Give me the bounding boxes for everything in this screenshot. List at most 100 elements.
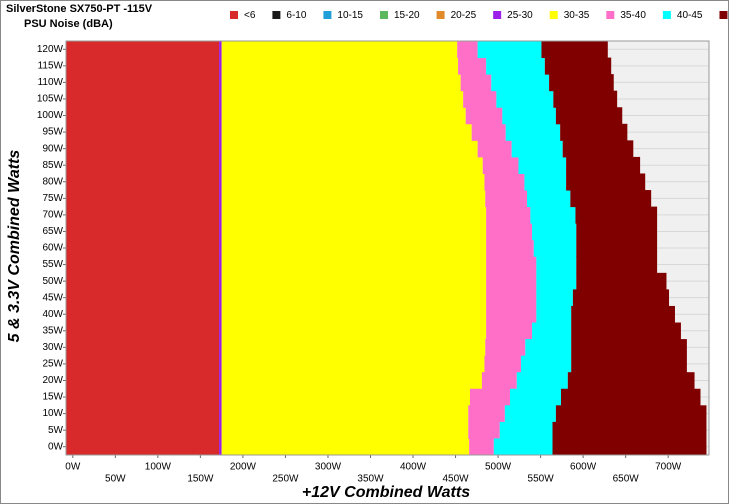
region-segment bbox=[552, 421, 707, 439]
x-tick-label: 450W bbox=[442, 474, 469, 485]
y-tick-label: 5W bbox=[48, 425, 64, 436]
region-segment bbox=[219, 206, 222, 224]
x-tick-label: 0W bbox=[65, 462, 81, 473]
region-segment bbox=[553, 90, 618, 108]
legend-swatch bbox=[549, 11, 558, 19]
region-segment bbox=[567, 372, 695, 390]
legend-label: 20-25 bbox=[451, 10, 477, 21]
legend-swatch bbox=[493, 11, 502, 19]
legend-label: <6 bbox=[244, 10, 256, 21]
region-segment bbox=[66, 339, 220, 357]
y-tick-label: 35W bbox=[42, 325, 63, 336]
region-segment bbox=[66, 173, 220, 191]
region-segment bbox=[66, 57, 220, 75]
region-segment bbox=[486, 322, 533, 340]
region-segment bbox=[66, 206, 220, 224]
region-segment bbox=[66, 405, 220, 423]
region-segment bbox=[219, 90, 222, 108]
region-segment bbox=[458, 57, 487, 75]
x-tick-label: 300W bbox=[315, 462, 342, 473]
x-tick-label: 350W bbox=[357, 474, 384, 485]
y-tick-label: 120W bbox=[37, 44, 64, 55]
region-segment bbox=[219, 190, 222, 208]
region-segment bbox=[555, 405, 707, 423]
region-segment bbox=[504, 405, 556, 423]
legend-label: 30-35 bbox=[564, 10, 590, 21]
region-segment bbox=[66, 289, 220, 307]
region-segment bbox=[219, 272, 222, 290]
region-segment bbox=[219, 123, 222, 141]
region-segment bbox=[502, 107, 556, 125]
region-segment bbox=[221, 388, 471, 406]
region-segment bbox=[457, 41, 478, 59]
region-segment bbox=[536, 272, 577, 290]
region-segment bbox=[219, 438, 222, 456]
region-segment bbox=[221, 372, 482, 390]
region-segment bbox=[221, 355, 485, 373]
regions bbox=[66, 41, 707, 456]
region-segment bbox=[566, 156, 641, 174]
region-segment bbox=[524, 173, 567, 191]
region-segment bbox=[491, 74, 550, 92]
region-segment bbox=[221, 322, 487, 340]
region-segment bbox=[221, 256, 487, 274]
legend-swatch bbox=[230, 11, 238, 19]
region-segment bbox=[482, 156, 519, 174]
region-segment bbox=[571, 355, 687, 373]
x-tick-label: 200W bbox=[230, 462, 257, 473]
region-segment bbox=[552, 438, 707, 456]
y-axis-title: 5 & 3.3V Combined Watts bbox=[6, 150, 23, 343]
region-segment bbox=[536, 256, 577, 274]
region-segment bbox=[219, 41, 222, 59]
region-segment bbox=[66, 223, 220, 241]
region-segment bbox=[221, 206, 487, 224]
region-segment bbox=[221, 239, 487, 257]
legend-swatch bbox=[380, 11, 388, 19]
y-tick-label: 115W bbox=[38, 60, 64, 71]
region-segment bbox=[533, 239, 577, 257]
region-segment bbox=[221, 140, 478, 158]
region-segment bbox=[469, 438, 494, 456]
region-segment bbox=[66, 107, 220, 125]
legend-swatch bbox=[272, 11, 281, 19]
region-segment bbox=[66, 438, 220, 456]
region-segment bbox=[484, 173, 525, 191]
region-segment bbox=[518, 156, 567, 174]
region-segment bbox=[219, 74, 222, 92]
y-tick-label: 75W bbox=[42, 193, 63, 204]
legend-swatch bbox=[436, 11, 445, 19]
y-tick-label: 20W bbox=[42, 375, 63, 386]
region-segment bbox=[516, 372, 568, 390]
region-segment bbox=[221, 41, 458, 59]
region-segment bbox=[571, 305, 675, 324]
region-segment bbox=[576, 239, 658, 257]
region-segment bbox=[493, 438, 553, 456]
y-tick-label: 80W bbox=[42, 176, 63, 187]
region-segment bbox=[468, 421, 500, 439]
x-tick-label: 400W bbox=[400, 462, 427, 473]
x-tick-label: 600W bbox=[570, 462, 597, 473]
region-segment bbox=[66, 190, 220, 208]
x-tick-label: 500W bbox=[485, 462, 512, 473]
region-segment bbox=[560, 123, 628, 141]
region-segment bbox=[221, 90, 464, 108]
region-segment bbox=[66, 41, 220, 59]
legend-swatch bbox=[662, 11, 671, 19]
region-segment bbox=[576, 223, 658, 241]
region-segment bbox=[221, 421, 469, 439]
y-tick-label: 40W bbox=[42, 309, 63, 320]
region-segment bbox=[471, 123, 506, 141]
region-segment bbox=[66, 256, 220, 274]
region-segment bbox=[477, 140, 512, 158]
region-segment bbox=[221, 173, 485, 191]
region-segment bbox=[536, 289, 573, 307]
x-tick-label: 50W bbox=[105, 474, 126, 485]
region-segment bbox=[463, 90, 497, 108]
region-segment bbox=[470, 388, 510, 406]
region-segment bbox=[575, 206, 658, 224]
region-segment bbox=[66, 372, 220, 390]
y-tick-label: 0W bbox=[48, 441, 64, 452]
region-segment bbox=[66, 140, 220, 158]
chart-subtitle: PSU Noise (dBA) bbox=[24, 18, 113, 30]
